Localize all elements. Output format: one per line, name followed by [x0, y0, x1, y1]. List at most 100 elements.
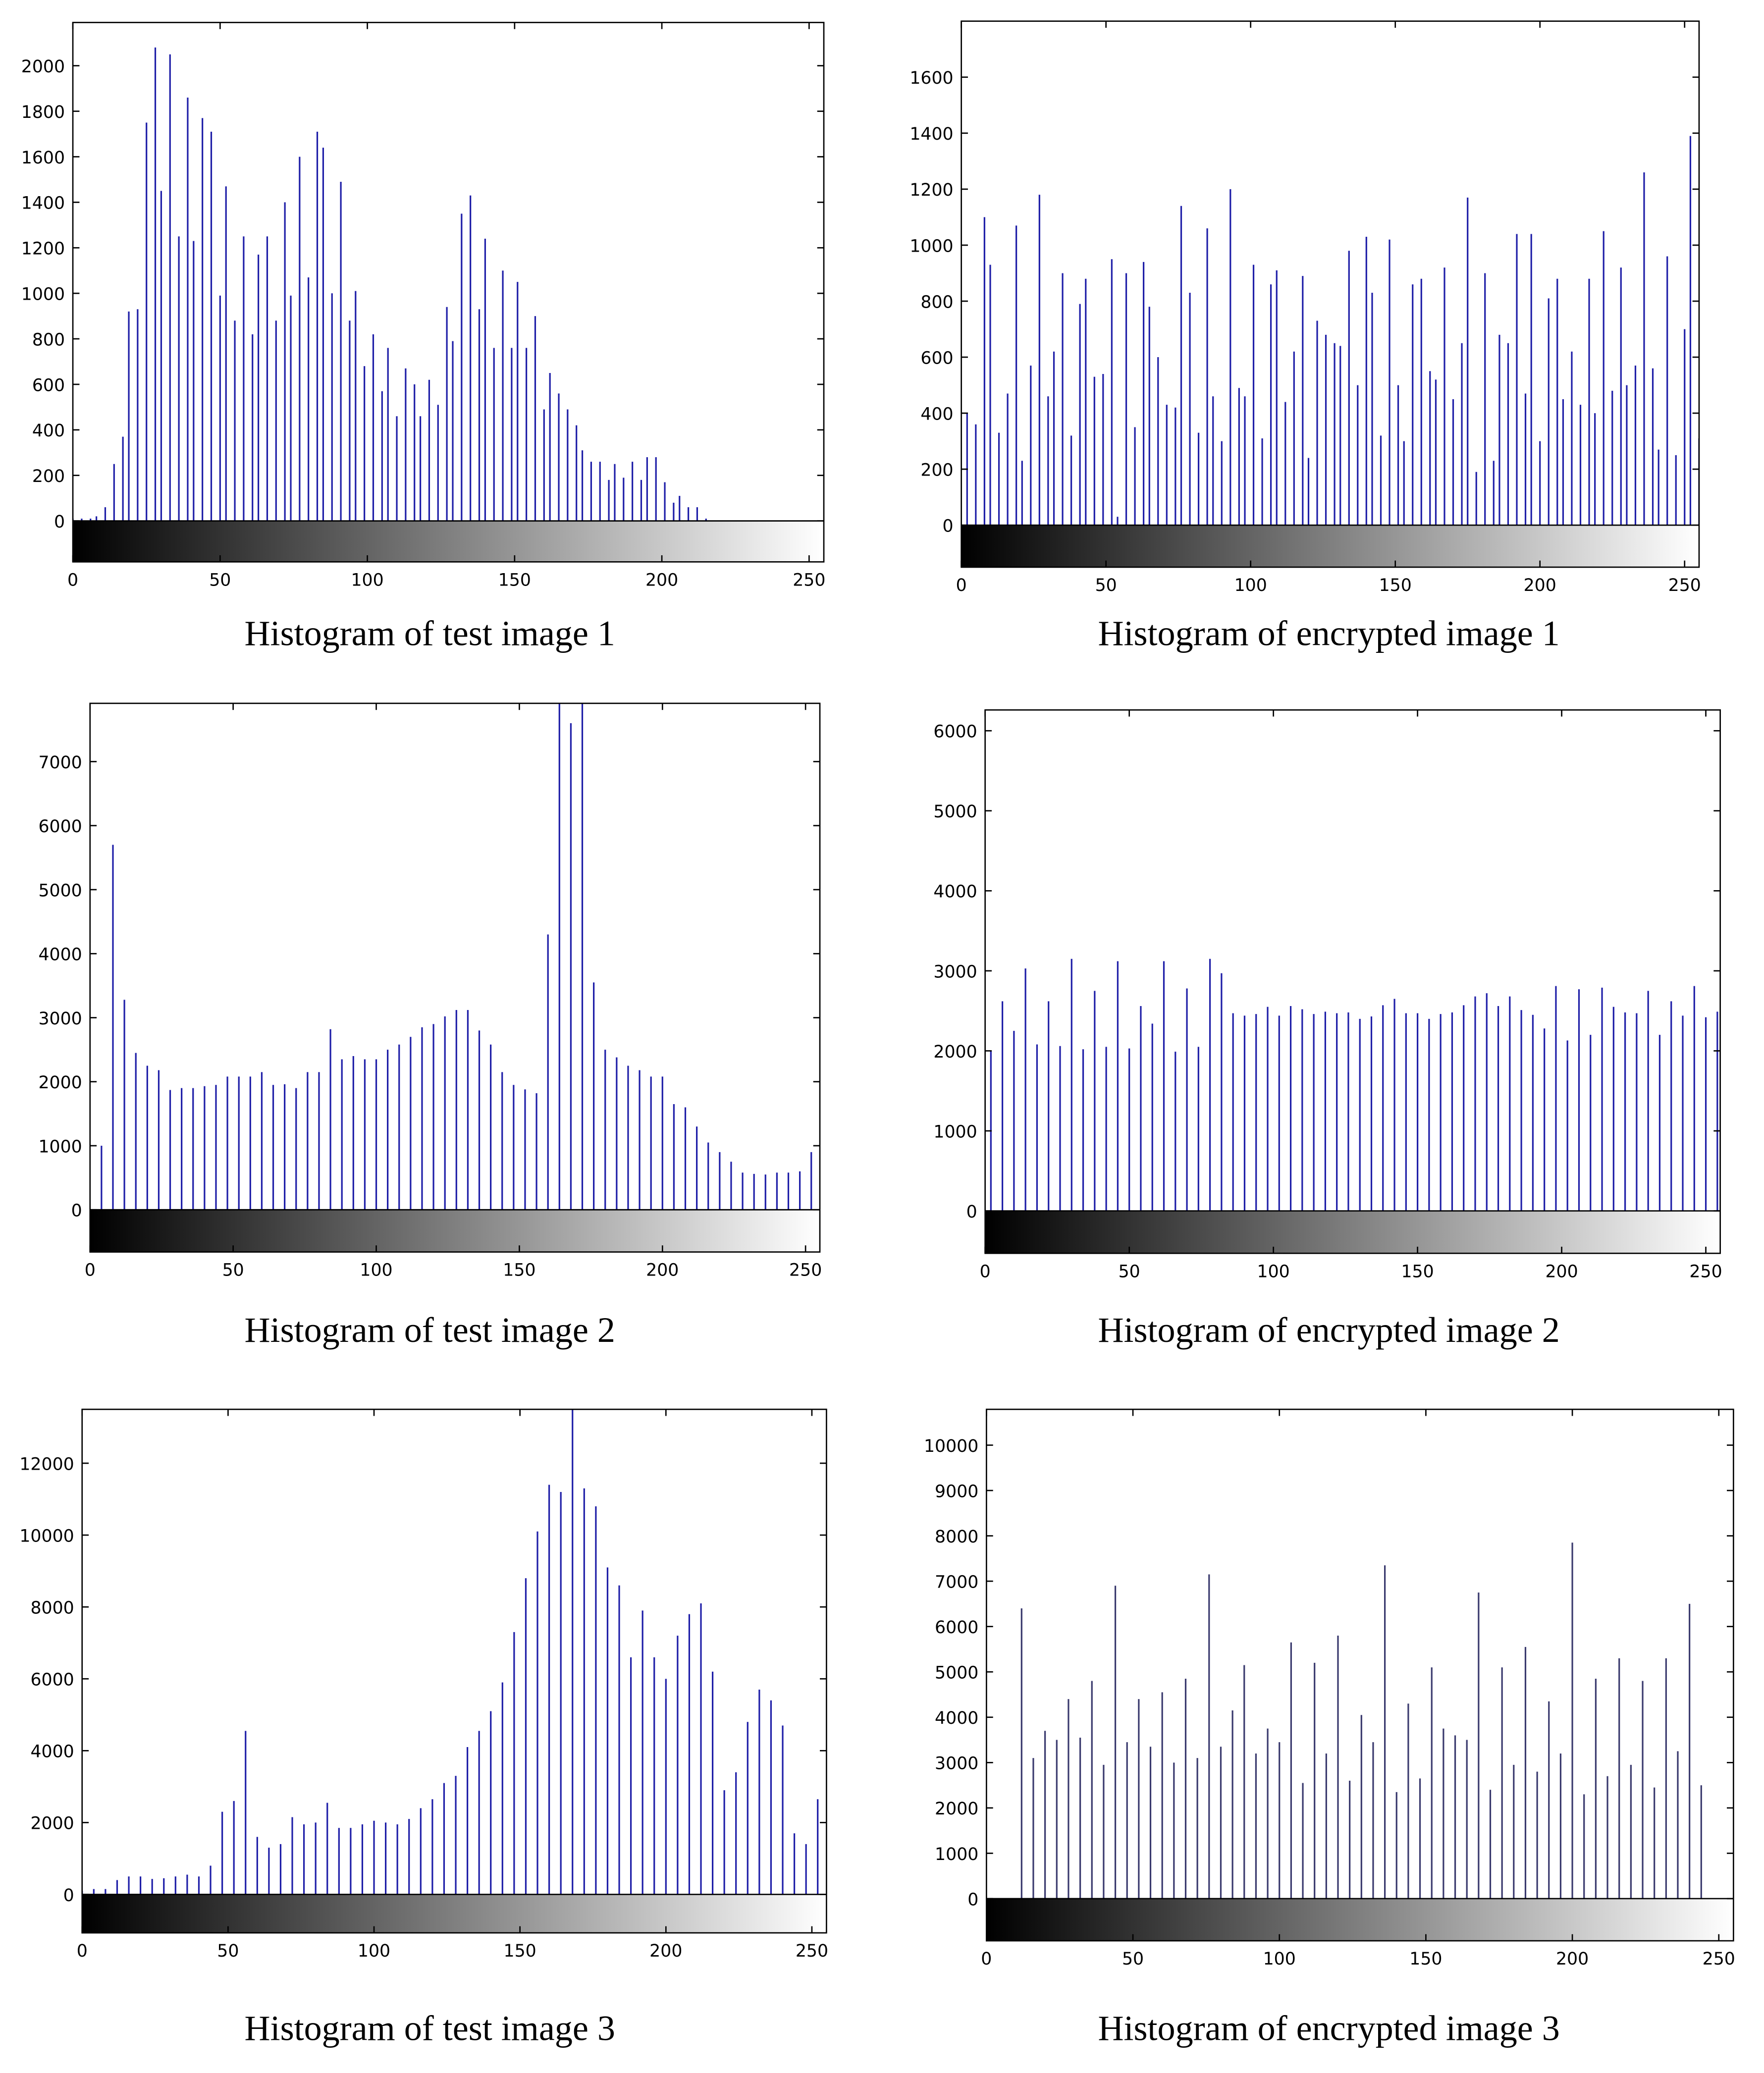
y-tick-label: 2000: [21, 57, 65, 77]
y-tick-label: 5000: [935, 1663, 978, 1683]
y-tick-label: 2000: [30, 1814, 74, 1834]
x-tick-label: 100: [358, 1941, 390, 1961]
y-tick-label: 0: [943, 517, 954, 536]
x-tick-label: 100: [1257, 1262, 1290, 1281]
x-tick-label: 250: [1703, 1949, 1735, 1969]
y-tick-label: 10000: [924, 1436, 978, 1456]
x-tick-label: 200: [646, 1261, 679, 1280]
x-tick-label: 250: [1668, 576, 1701, 595]
x-tick-label: 50: [1095, 576, 1117, 595]
y-tick-label: 7000: [935, 1572, 978, 1592]
x-tick-label: 200: [649, 1941, 682, 1961]
x-tick-label: 100: [351, 570, 383, 590]
x-tick-label: 150: [1409, 1949, 1442, 1969]
y-tick-label: 5000: [933, 802, 977, 822]
axes-box: [961, 20, 1700, 568]
y-tick-label: 7000: [38, 753, 82, 773]
x-tick-label: 100: [1234, 576, 1267, 595]
histogram-panel: 0 1000 2000 3000 4000 5000 6000 0 50 100 150 200 250…: [933, 709, 1722, 1350]
y-tick-label: 200: [920, 460, 953, 480]
y-tick-label: 8000: [935, 1527, 978, 1547]
y-tick-label: 6000: [933, 722, 977, 742]
histogram-panel: 0 1000 2000 3000 4000 5000 6000 7000 8000 9000 100…: [924, 1408, 1735, 2048]
x-tick-label: 250: [1689, 1262, 1722, 1281]
axes-box: [986, 1408, 1734, 1942]
x-tick-label: 50: [222, 1261, 244, 1280]
axes-box: [984, 709, 1721, 1254]
x-tick-label: 0: [956, 576, 967, 595]
x-tick-label: 0: [981, 1949, 992, 1969]
y-tick-label: 1800: [21, 103, 65, 122]
x-tick-label: 0: [67, 570, 78, 590]
x-tick-label: 150: [503, 1261, 535, 1280]
caption: Histogram of test image 2: [245, 1310, 615, 1350]
caption: Histogram of encrypted image 2: [1098, 1310, 1559, 1350]
y-tick-label: 1000: [38, 1137, 82, 1157]
y-tick-label: 1200: [21, 239, 65, 259]
y-tick-label: 4000: [30, 1742, 74, 1762]
x-tick-label: 100: [1263, 1949, 1296, 1969]
y-tick-label: 1600: [21, 148, 65, 168]
caption: Histogram of test image 3: [245, 2008, 615, 2048]
histogram-panel: 0 2000 4000 6000 8000 10000 12000 0 50 100 150 200 2…: [19, 1408, 828, 2048]
y-tick-label: 1200: [909, 180, 953, 200]
y-tick-label: 1400: [909, 124, 953, 144]
y-tick-label: 2000: [38, 1073, 82, 1093]
x-tick-label: 200: [1545, 1262, 1578, 1281]
colorbar: [90, 1210, 820, 1252]
y-tick-label: 5000: [38, 881, 82, 901]
y-tick-label: 12000: [19, 1454, 74, 1474]
x-tick-label: 200: [1556, 1949, 1589, 1969]
y-tick-label: 3000: [38, 1009, 82, 1029]
y-tick-label: 9000: [935, 1482, 978, 1501]
y-tick-label: 1000: [935, 1845, 978, 1864]
y-tick-label: 1000: [21, 284, 65, 304]
histogram-panel: 0 1000 2000 3000 4000 5000 6000 7000 0 50 100 150 20…: [38, 702, 822, 1350]
histogram-panel: 0 200 400 600 800 1000 1200 1400 1600 1800 2000 0 50…: [21, 22, 825, 653]
y-tick-label: 800: [920, 292, 953, 312]
y-tick-label: 3000: [933, 962, 977, 982]
x-tick-label: 50: [217, 1941, 239, 1961]
x-tick-label: 50: [1122, 1949, 1144, 1969]
y-tick-label: 600: [920, 348, 953, 368]
axes-box: [89, 702, 821, 1253]
y-tick-label: 1000: [909, 236, 953, 256]
y-tick-label: 6000: [935, 1618, 978, 1638]
x-tick-label: 50: [1119, 1262, 1140, 1281]
x-tick-label: 150: [1401, 1262, 1434, 1281]
y-tick-label: 0: [63, 1886, 74, 1906]
y-tick-label: 1600: [909, 68, 953, 88]
caption: Histogram of encrypted image 3: [1098, 2008, 1559, 2048]
y-tick-label: 2000: [933, 1042, 977, 1062]
x-tick-label: 150: [504, 1941, 536, 1961]
x-tick-label: 50: [209, 570, 231, 590]
y-tick-label: 800: [32, 330, 65, 350]
y-tick-label: 3000: [935, 1754, 978, 1774]
y-tick-label: 4000: [933, 882, 977, 902]
y-tick-label: 4000: [935, 1708, 978, 1728]
x-tick-label: 0: [980, 1262, 991, 1281]
axes-box: [72, 22, 825, 563]
caption: Histogram of encrypted image 1: [1098, 613, 1559, 653]
colorbar: [986, 1898, 1734, 1941]
histogram-panel: 0 200 400 600 800 1000 1200 1400 1600 0 50 100 150 20…: [909, 20, 1701, 653]
colorbar: [82, 1894, 827, 1933]
y-tick-label: 0: [966, 1202, 977, 1222]
x-tick-label: 150: [1379, 576, 1412, 595]
x-tick-label: 200: [645, 570, 678, 590]
y-tick-label: 400: [32, 421, 65, 441]
y-tick-label: 1000: [933, 1122, 977, 1142]
y-tick-label: 200: [32, 467, 65, 486]
axes-box: [81, 1408, 827, 1934]
y-tick-label: 6000: [30, 1670, 74, 1690]
colorbar: [961, 525, 1699, 568]
y-tick-label: 8000: [30, 1598, 74, 1618]
y-tick-label: 2000: [935, 1799, 978, 1819]
y-tick-label: 1400: [21, 194, 65, 213]
colorbar: [985, 1211, 1720, 1254]
x-tick-label: 200: [1524, 576, 1556, 595]
x-tick-label: 250: [793, 570, 825, 590]
caption: Histogram of test image 1: [245, 613, 615, 653]
